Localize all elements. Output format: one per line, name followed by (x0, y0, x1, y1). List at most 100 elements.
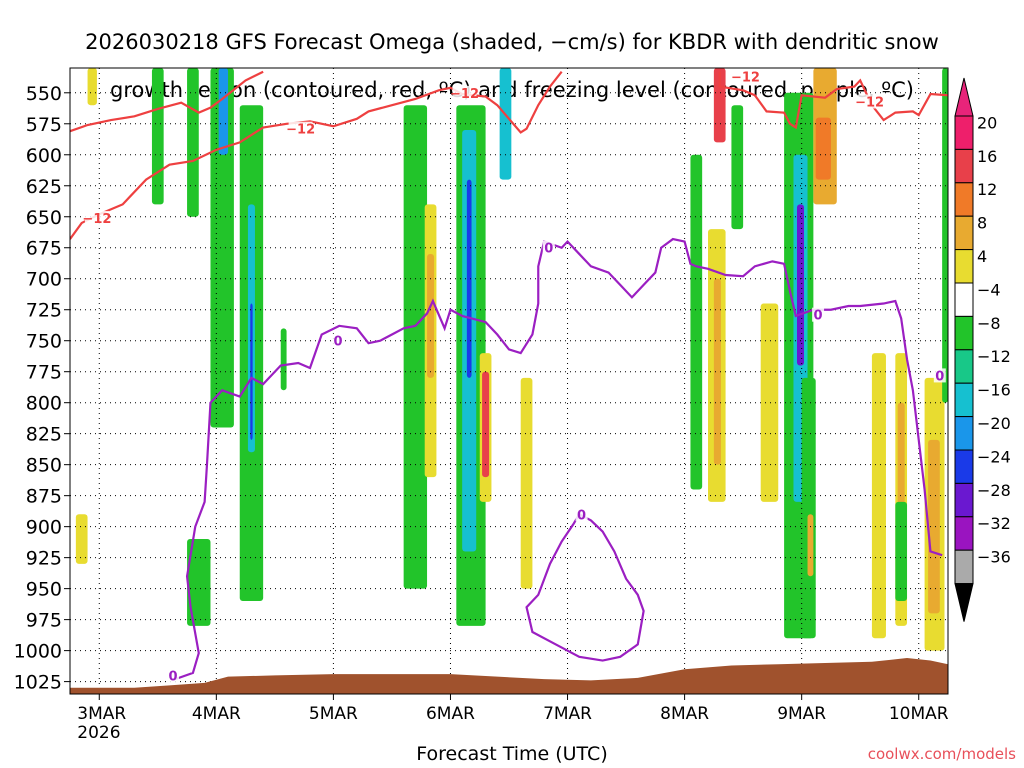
credit-link[interactable]: coolwx.com/models (867, 745, 1016, 763)
dgz-label-bg-1 (288, 121, 313, 136)
colorbar-label-6: −8 (977, 314, 1001, 333)
omega-shade-7 (187, 539, 211, 626)
colorbar-label-5: −4 (977, 280, 1001, 299)
y-tick-label-10: 800 (26, 393, 62, 415)
omega-shade-40 (87, 68, 97, 106)
y-tick-label-16: 950 (26, 579, 62, 601)
freezing-contour-label-1: 0 (334, 335, 343, 350)
frz-label-bg-4 (812, 307, 825, 322)
dgz-label-bg-4 (857, 94, 882, 109)
omega-shade-24 (760, 303, 779, 502)
colorbar-label-0: 20 (977, 113, 997, 132)
dgz-contour-1 (70, 71, 563, 240)
omega-shade-3 (218, 68, 229, 155)
omega-shade-29 (815, 117, 831, 180)
omega-shade-14 (466, 179, 472, 378)
colorbar-swatch-10 (954, 449, 974, 484)
omega-shade-6 (250, 303, 253, 440)
omega-shade-11 (427, 253, 435, 378)
y-tick-label-19: 1025 (14, 672, 62, 694)
y-tick-label-12: 850 (26, 455, 62, 477)
frz-label-bg-3 (575, 507, 588, 522)
y-tick-label-7: 725 (26, 300, 62, 322)
colorbar-label-1: 16 (977, 147, 997, 166)
colorbar-swatch-4 (954, 249, 974, 284)
colorbar-arrow-top (954, 77, 974, 117)
omega-shade-34 (897, 402, 905, 527)
colorbar-swatch-1 (954, 148, 974, 184)
y-tick-label-14: 900 (26, 517, 62, 539)
chart-title-line-1: 2026030218 GFS Forecast Omega (shaded, −… (85, 30, 939, 54)
x-tick-label-3: 6MAR (426, 704, 475, 724)
colorbar-swatch-13 (954, 549, 974, 585)
dgz-contour-label-4: −12 (855, 95, 884, 110)
freezing-contour-label-2: 0 (544, 242, 553, 257)
dgz-label-bg-0 (84, 210, 109, 225)
colorbar-label-10: −24 (977, 447, 1011, 466)
omega-shade-35 (895, 501, 908, 602)
omega-shade-1 (187, 68, 199, 217)
x-tick-label-1: 4MAR (192, 704, 241, 724)
colorbar-label-13: −36 (977, 548, 1011, 567)
omega-shade-19 (690, 154, 703, 490)
colorbar-swatch-3 (954, 215, 974, 251)
colorbar-swatch-11 (954, 482, 974, 518)
terrain (70, 658, 948, 694)
omega-shade-8 (280, 328, 287, 391)
colorbar: 20 16 12 8 4 −4 −8 −12 −16 −20 −24 −28 −32 −36 (954, 77, 1011, 622)
frz-label-bg-1 (332, 333, 345, 348)
colorbar-label-4: 4 (977, 247, 987, 266)
plot-inner: −12 −12 −12 −12 −12 0 0 0 0 0 0 (70, 68, 948, 694)
y-tick-label-15: 925 (26, 548, 62, 570)
x-tick-sublabel-0: 2026 (77, 723, 120, 743)
colorbar-swatch-12 (954, 516, 974, 551)
x-tick-label-0: 3MAR (77, 704, 126, 724)
frz-label-bg-5 (933, 368, 946, 383)
omega-shade-31 (807, 514, 814, 577)
omega-shade-0 (151, 68, 164, 205)
omega-shade-21 (713, 278, 721, 465)
omega-shade-32 (871, 353, 886, 639)
omega-shade-23 (731, 105, 744, 230)
y-tick-label-2: 600 (26, 145, 62, 167)
omega-shade-18 (520, 377, 533, 589)
y-tick-label-5: 675 (26, 238, 62, 260)
y-tick-label-6: 700 (26, 269, 62, 291)
omega-shade-30 (801, 377, 816, 639)
y-tick-label-4: 650 (26, 207, 62, 229)
x-tick-label-7: 10MAR (889, 704, 949, 724)
omega-shade-9 (403, 105, 428, 589)
colorbar-arrow-bottom (954, 583, 974, 622)
colorbar-swatch-7 (954, 349, 974, 384)
colorbar-swatch-2 (954, 182, 974, 217)
y-tick-label-17: 975 (26, 610, 62, 632)
omega-shade-37 (928, 439, 940, 614)
freezing-contour-label-4: 0 (814, 309, 823, 324)
colorbar-label-12: −32 (977, 514, 1011, 533)
omega-shade-38 (942, 68, 948, 403)
dgz-contour-label-1: −12 (286, 123, 315, 138)
dgz-contour-label-0: −12 (82, 212, 111, 227)
dgz-contour-label-2: −12 (450, 87, 479, 102)
x-tick-label-4: 7MAR (543, 704, 592, 724)
plot-frame (69, 67, 949, 695)
y-tick-label-8: 750 (26, 331, 62, 353)
dgz-contour-label-3: −12 (731, 71, 760, 86)
y-tick-label-9: 775 (26, 362, 62, 384)
x-tick-label-6: 9MAR (777, 704, 826, 724)
y-tick-label-3: 625 (26, 176, 62, 198)
colorbar-label-2: 12 (977, 180, 997, 199)
colorbar-label-9: −20 (977, 414, 1011, 433)
omega-shade-2 (210, 68, 234, 428)
dgz-label-bg-3 (733, 69, 758, 84)
omega-shade-16 (482, 371, 490, 478)
freezing-contour-0 (174, 237, 943, 681)
omega-shade-27 (796, 204, 805, 366)
x-tick-label-2: 5MAR (309, 704, 358, 724)
freezing-contour-label-0: 0 (168, 669, 177, 684)
colorbar-swatch-9 (954, 416, 974, 451)
plot-area: −12 −12 −12 −12 −12 0 0 0 0 0 0 (70, 68, 948, 694)
colorbar-swatch-5 (954, 282, 974, 317)
dgz-contour-0 (70, 70, 264, 133)
